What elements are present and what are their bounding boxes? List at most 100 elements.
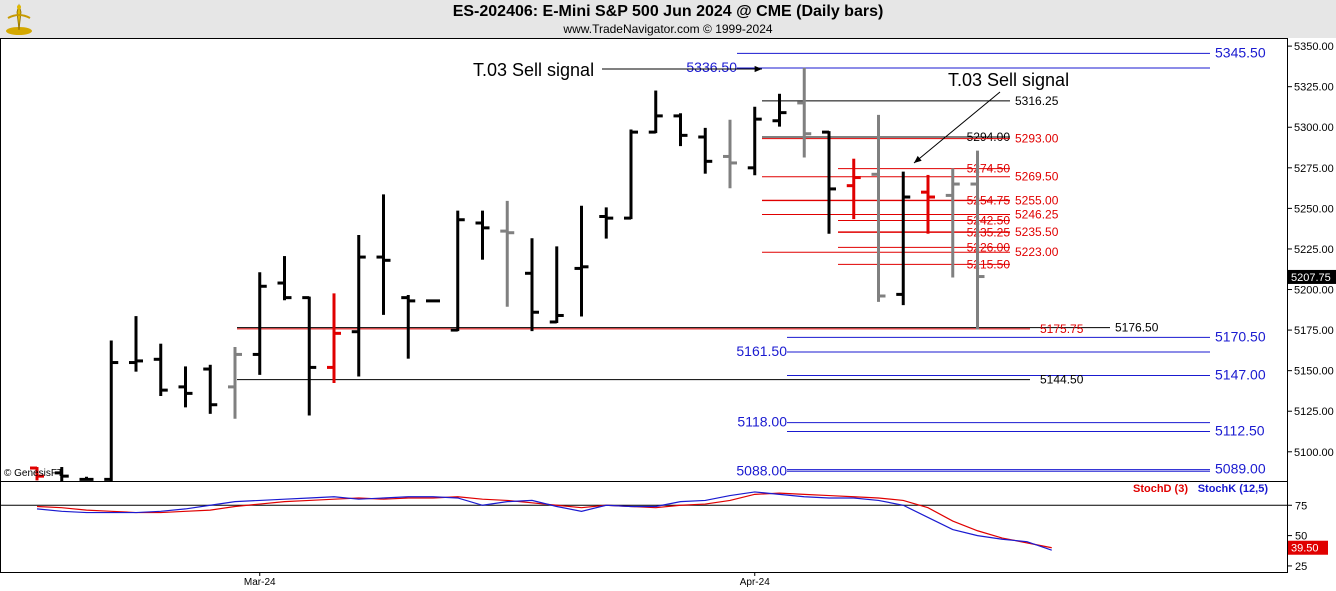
level-label: 5112.50 [1215,423,1265,439]
level-label: 5176.50 [1115,321,1159,335]
stoch-legend-k: StochK (12,5) [1198,483,1269,495]
level-label: 5345.50 [1215,44,1266,60]
y-tick-label: 5250.00 [1294,203,1334,215]
ohlc-bar [426,299,440,303]
ohlc-bar [277,256,292,301]
ohlc-bar [797,67,812,158]
level-label: 5215.50 [967,257,1011,271]
ohlc-bar [153,343,168,396]
genesis-logo-icon [6,3,32,35]
ohlc-bar [698,127,713,174]
ohlc-bar [525,238,539,332]
ohlc-bar [376,194,391,315]
ohlc-bar [327,293,341,384]
level-label: 5147.00 [1215,367,1266,383]
copyright-label: © GenesisFT [4,468,64,479]
chart-header [0,0,1336,38]
ohlc-bar [450,210,465,332]
ohlc-bar [549,246,564,324]
ohlc-bar [945,168,960,278]
stoch-last-box [1288,540,1328,555]
stoch-pane-frame [0,481,1288,573]
level-label: 5170.50 [1215,328,1266,344]
y-tick-label: 5300.00 [1294,122,1334,134]
level-label: 5269.50 [1015,170,1059,184]
stoch-y-tick-label: 50 [1295,531,1307,543]
level-label: 5088.00 [736,462,787,478]
y-tick-label: 5225.00 [1294,244,1334,256]
chart-subtitle: www.TradeNavigator.com © 1999-2024 [563,22,773,36]
ohlc-bar [871,114,886,302]
stoch-last-label: 39.50 [1291,543,1319,555]
stoch-y-tick-label: 25 [1295,561,1307,573]
level-label: 5293.00 [1015,132,1059,146]
level-label: 5316.25 [1015,94,1059,108]
sell-signal-annotation: T.03 Sell signal [473,60,594,80]
ohlc-bar [203,364,218,414]
ohlc-bar [970,150,985,330]
y-tick-label: 5200.00 [1294,285,1334,297]
ohlc-bar [673,113,688,147]
level-label: 5089.00 [1215,461,1266,477]
stoch-legend-d: StochD (3) [1133,483,1188,495]
x-tick-label: Mar-24 [244,577,276,588]
ohlc-bar [896,171,911,306]
ohlc-bar [54,467,69,482]
price-pane-frame [0,38,1288,482]
level-label: 5294.00 [967,130,1011,144]
ohlc-bar [921,174,935,234]
ohlc-bar [846,158,861,220]
y-tick-label: 5150.00 [1294,366,1334,378]
y-tick-label: 5350.00 [1294,41,1334,53]
level-label: 5223.00 [1015,245,1059,259]
ohlc-bar [302,296,317,416]
ohlc-bar [574,205,589,317]
level-label: 5255.00 [1015,193,1059,207]
ohlc-bar [747,106,762,176]
y-tick-label: 5325.00 [1294,82,1334,94]
ohlc-bar [475,210,490,260]
stoch-series-line [36,492,1052,549]
level-label: 5336.50 [686,59,737,75]
stoch-y-tick-label: 75 [1295,500,1307,512]
annotation-arrow-head [754,65,762,73]
last-price-box [1288,269,1336,284]
y-tick-label: 5175.00 [1294,325,1334,337]
stoch-series-line [36,491,1052,551]
ohlc-bar [624,129,638,220]
level-label: 5235.50 [1015,225,1059,239]
y-tick-label: 5100.00 [1294,447,1334,459]
ohlc-bar [178,366,193,408]
ohlc-bar [104,340,119,482]
chart-title: ES-202406: E-Mini S&P 500 Jun 2024 @ CME… [452,3,884,20]
y-tick-label: 5125.00 [1294,406,1334,418]
ohlc-bar [648,90,663,134]
ohlc-bar [772,93,787,127]
ohlc-bar [500,200,515,307]
ohlc-bar [129,316,143,372]
ohlc-bar [228,346,242,419]
last-price-label: 5207.75 [1291,272,1331,284]
ohlc-bar [599,207,614,239]
level-label: 5161.50 [736,343,787,359]
level-label: 5274.50 [967,162,1011,176]
y-tick-label: 5275.00 [1294,163,1334,175]
level-label: 5254.75 [967,194,1011,208]
ohlc-bar [822,130,836,234]
x-tick-label: Apr-24 [740,577,770,588]
annotation-arrow-line [913,91,1001,164]
ohlc-bar [723,119,737,189]
ohlc-bar [351,234,366,377]
level-label: 5235.25 [967,225,1011,239]
ohlc-bar [401,295,416,359]
annotation-arrow-head [914,155,922,163]
level-label: 5118.00 [737,414,787,430]
level-label: 5144.50 [1040,373,1084,387]
ohlc-bar [252,272,267,375]
level-label: 5246.25 [1015,207,1059,221]
ohlc-bar [30,466,44,481]
sell-signal-annotation: T.03 Sell signal [948,70,1069,90]
level-label: 5175.75 [1040,322,1084,336]
ohlc-bar [79,476,94,481]
